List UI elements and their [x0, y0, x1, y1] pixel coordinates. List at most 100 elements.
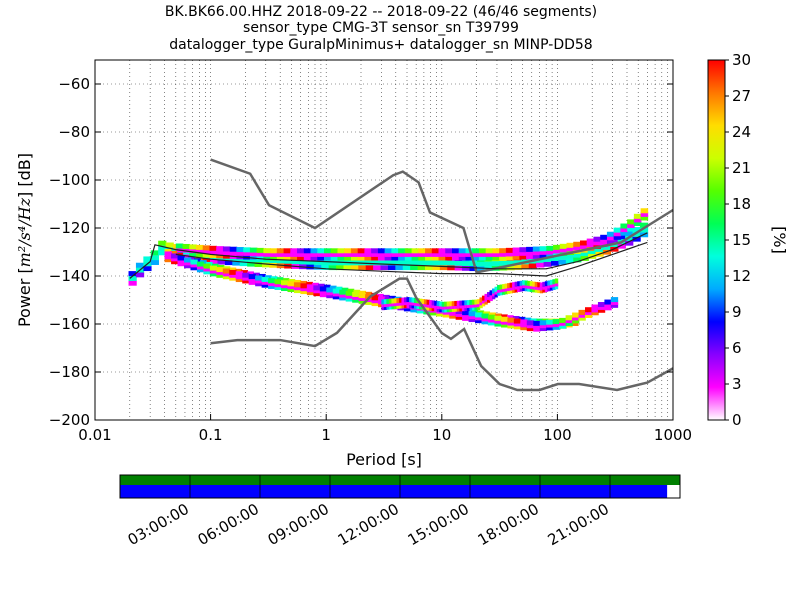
heatmap-cell-lower-magenta-band: [345, 293, 353, 299]
heatmap-cell-upper-magenta-band: [404, 251, 413, 257]
availability-tick-label: 09:00:00: [265, 500, 332, 549]
heatmap-cell-mid-magenta-band: [441, 301, 446, 307]
heatmap-cell-lower-quiet-band: [170, 250, 178, 256]
heatmap-cell-mid-magenta-band: [524, 286, 529, 292]
heatmap-cell-lower-magenta-band: [378, 296, 386, 302]
heatmap-cell-upper-magenta-band: [465, 255, 474, 261]
heatmap-cell-mid-magenta-band: [446, 304, 451, 310]
heatmap-cell-mid-magenta-band: [391, 304, 395, 310]
heatmap-cell-upper-magenta-band: [249, 254, 258, 260]
x-tick-label: 10: [432, 426, 451, 444]
heatmap-cell-lower-quiet-band: [318, 283, 325, 289]
heatmap-cell-mid-magenta-band: [419, 304, 423, 310]
heatmap-cell-mid-magenta-band: [416, 304, 420, 310]
heatmap-cell-upper-magenta-band: [290, 251, 298, 257]
heatmap-cell-upper-magenta-band: [229, 250, 238, 256]
heatmap-cell-mid-magenta-band: [547, 283, 551, 289]
heatmap-cell-upper-magenta-band: [317, 248, 325, 254]
heatmap-cell-lower-magenta-band: [313, 288, 321, 294]
heatmap-cell-mid-magenta-band: [549, 279, 554, 285]
heatmap-cell-main-band: [321, 264, 330, 270]
heatmap-cell-upper-magenta-band: [317, 251, 325, 257]
colorbar-tick-label: 15: [732, 231, 751, 249]
heatmap-cell-upper-magenta-band: [573, 241, 581, 247]
heatmap-cell-lower-magenta-band: [468, 314, 476, 320]
heatmap-cell-lower-magenta-band: [371, 295, 379, 301]
heatmap-cell-lower-quiet-band: [382, 294, 390, 300]
heatmap-cell-mid-magenta-band: [507, 283, 511, 289]
heatmap-cell-mid-magenta-band: [552, 279, 556, 285]
heatmap-cell-mid-magenta-band: [492, 288, 496, 294]
heatmap-cell-main-band: [484, 261, 493, 267]
heatmap-cell-upper-magenta-band: [216, 253, 224, 259]
heatmap-cell-main-band: [217, 259, 226, 265]
heatmap-cell-mid-magenta-band: [434, 300, 438, 306]
heatmap-cell-lower-magenta-band: [196, 264, 205, 270]
heatmap-cell-mid-magenta-band: [532, 287, 536, 293]
heatmap-cell-mid-magenta-band: [429, 302, 433, 308]
heatmap-cell-mid-magenta-band: [436, 303, 440, 309]
heatmap-cell-mid-magenta-band: [479, 300, 483, 306]
heatmap-cell-upper-magenta-band: [350, 248, 359, 254]
heatmap-cell-mid-magenta-band: [469, 302, 473, 308]
heatmap-cell-lower-magenta-band: [261, 276, 269, 282]
heatmap-cell-mid-magenta-band: [396, 303, 400, 309]
heatmap-cell-lower-quiet-band: [323, 284, 331, 290]
heatmap-cell-mid-magenta-band: [388, 298, 393, 304]
heatmap-cell-main-band: [595, 246, 604, 252]
heatmap-cell-mid-magenta-band: [449, 304, 453, 310]
heatmap-cell-lower-magenta-band: [184, 260, 192, 266]
heatmap-cell-upper-magenta-band: [229, 246, 238, 252]
heatmap-cell-mid-magenta-band: [421, 301, 425, 307]
heatmap-cell-lower-magenta-band: [500, 319, 509, 325]
heatmap-cell-mid-magenta-band: [426, 299, 430, 305]
heatmap-cell-upper-magenta-band: [404, 248, 413, 254]
heatmap-cell-upper-magenta-band: [196, 248, 204, 254]
heatmap-cell-upper-magenta-band: [330, 248, 339, 254]
heatmap-cell-lower-magenta-band: [306, 284, 315, 290]
heatmap-cell-main-band: [528, 263, 537, 269]
heatmap-cell-upper-magenta-band: [633, 213, 642, 219]
heatmap-cell-main-band: [365, 265, 374, 271]
heatmap-cell-upper-magenta-band: [573, 245, 581, 251]
heatmap-cell-mid-magenta-band: [469, 299, 473, 305]
heatmap-cell-lower-magenta-band: [462, 310, 470, 316]
heatmap-cell-lower-magenta-band: [345, 296, 353, 302]
colorbar-tick-label: 24: [732, 123, 751, 141]
heatmap-cell-upper-magenta-band: [546, 245, 554, 251]
heatmap-cell-main-band: [506, 260, 515, 266]
heatmap-cell-mid-magenta-band: [534, 281, 539, 287]
heatmap-cell-mid-magenta-band: [396, 298, 400, 304]
heatmap-cell-upper-magenta-band: [445, 251, 453, 257]
heatmap-cell-lower-magenta-band: [371, 301, 379, 307]
heatmap-cell-lower-magenta-band: [365, 299, 373, 305]
heatmap-cell-upper-magenta-band: [458, 255, 467, 261]
noise-model-low: [210, 277, 674, 392]
heatmap-cell-upper-magenta-band: [276, 248, 285, 254]
heatmap-cell-lower-quiet-band: [524, 317, 532, 323]
heatmap-cell-upper-magenta-band: [640, 211, 649, 217]
heatmap-cell-lower-magenta-band: [578, 309, 586, 315]
heatmap-cell-main-band: [358, 265, 367, 271]
y-tick-label: −100: [49, 171, 90, 189]
heatmap-cell-lower-magenta-band: [352, 291, 360, 297]
heatmap-cell-mid-magenta-band: [411, 303, 415, 309]
heatmap-cell-upper-magenta-band: [613, 227, 622, 233]
heatmap-cell-upper-magenta-band: [337, 248, 346, 254]
heatmap-cell-main-band: [328, 260, 337, 266]
heatmap-cell-mid-magenta-band: [542, 284, 546, 290]
heatmap-cell-lower-magenta-band: [352, 297, 360, 303]
heatmap-cell-upper-magenta-band: [532, 250, 541, 256]
heatmap-cell-upper-magenta-band: [438, 248, 447, 254]
heatmap-cell-mid-magenta-band: [532, 284, 536, 290]
heatmap-cell-upper-magenta-band: [445, 248, 453, 254]
colorbar-tick-label: 0: [732, 411, 742, 429]
heatmap-cell-upper-magenta-band: [627, 226, 635, 232]
heatmap-cell-main-band: [447, 260, 456, 266]
heatmap-cell-lower-magenta-band: [281, 286, 289, 292]
heatmap-cell-upper-magenta-band: [384, 248, 393, 254]
heatmap-cell-main-band: [158, 240, 167, 246]
heatmap-cell-lower-magenta-band: [526, 320, 535, 326]
heatmap-cell-mid-magenta-band: [522, 280, 526, 286]
availability-tick-label: 15:00:00: [405, 500, 472, 549]
